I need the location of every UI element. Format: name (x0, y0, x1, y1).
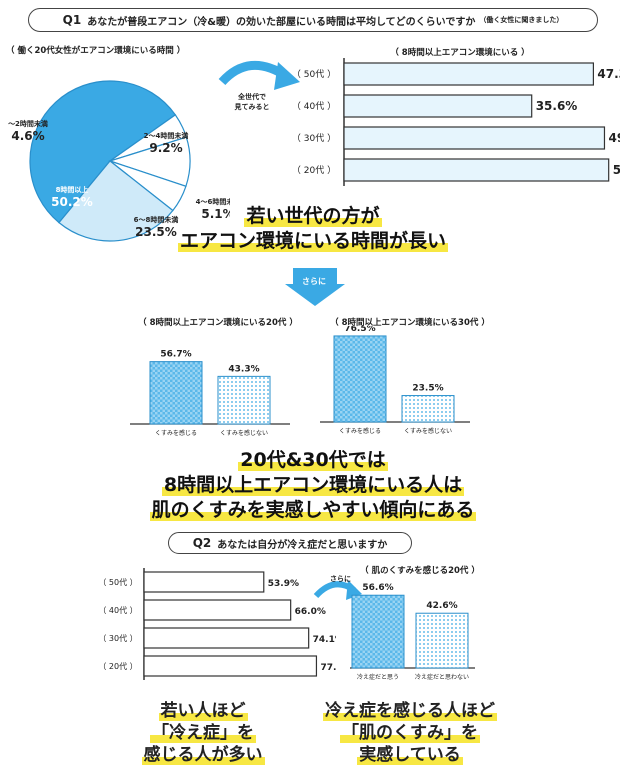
down-arrow-icon (285, 268, 345, 306)
headline-2-line-3: 肌のくすみを実感しやすい傾向にある (149, 499, 477, 521)
curved-arrow-icon (218, 60, 300, 90)
headline-3-right-line-3: 実感している (357, 745, 463, 765)
arrow-caption-line-2: 見てみると (234, 103, 270, 111)
pie-slice-0 (29, 80, 177, 224)
value-label: 76.5% (344, 326, 375, 334)
sub-title-20s: （ 8時間以上エアコン環境にいる20代 ） (138, 318, 298, 328)
category-label: 冷え症だと思わない (415, 673, 469, 681)
q2-number: Q2 (192, 536, 212, 550)
headline-1: 若い世代の方が エアコン環境にいる時間が長い (0, 204, 626, 254)
headline-1-line-2: エアコン環境にいる時間が長い (177, 230, 448, 252)
bar (415, 612, 469, 669)
value-label: 47.3% (597, 67, 620, 81)
headline-3-right-line-1: 冷え症を感じる人ほど (323, 701, 497, 721)
bar (343, 94, 533, 118)
category-label: （ 50代 ） (292, 69, 336, 80)
value-label: 42.6% (426, 601, 457, 611)
q2-question-text: あなたは自分が冷え症だと思いますか (217, 539, 388, 551)
category-label: （ 30代 ） (98, 633, 137, 643)
bar (343, 62, 594, 86)
sarani-label-2: さらに (330, 575, 351, 583)
q2-question-pill: Q2 あなたは自分が冷え症だと思いますか (168, 532, 412, 554)
headline-3-left: 若い人ほど 「冷え症」を 感じる人が多い (118, 700, 288, 766)
bar-chart-30s: 76.5% くすみを感じる 23.5% くすみを感じない (320, 326, 470, 435)
value-label: 56.6% (362, 583, 393, 593)
pie-value-2: 5.1% (201, 207, 230, 221)
category-label: くすみを感じない (404, 427, 452, 435)
value-label: 77.6% (320, 663, 336, 673)
arrow-caption: 全世代で 見てみると (222, 92, 282, 112)
bar (143, 599, 292, 621)
value-label: 66.0% (295, 607, 326, 617)
category-label: （ 40代 ） (292, 101, 336, 112)
headline-3-left-line-3: 感じる人が多い (141, 745, 265, 765)
pie-label-1: 6～8時間未満 (134, 215, 179, 224)
pie-label-2: 4～6時間未満 (196, 197, 230, 206)
category-label: （ 20代 ） (292, 165, 336, 176)
pie-title: （ 働く20代女性がエアコン環境にいる時間 ） (6, 46, 186, 56)
headline-1-line-1: 若い世代の方が (244, 205, 382, 227)
pie-value-0: 50.2% (51, 195, 93, 209)
category-label: くすみを感じない (220, 429, 268, 437)
category-label: （ 40代 ） (98, 605, 137, 615)
value-label: 43.3% (228, 364, 259, 374)
pie-value-1: 23.5% (135, 225, 177, 239)
category-label: くすみを感じる (155, 429, 197, 437)
bar (401, 395, 455, 423)
value-label: 23.5% (412, 384, 443, 394)
q1-number: Q1 (62, 13, 82, 27)
value-label: 49.4% (608, 131, 620, 145)
headline-2: 20代&30代では 8時間以上エアコン環境にいる人は 肌のくすみを実感しやすい傾… (0, 448, 626, 523)
category-label: （ 50代 ） (98, 577, 137, 587)
headline-2-line-1: 20代&30代では (238, 449, 388, 471)
category-label: くすみを感じる (339, 427, 381, 435)
bar (149, 361, 203, 425)
q2-sub-title: （ 肌のくすみを感じる20代 ） (360, 566, 480, 576)
pie-value-3: 9.2% (149, 141, 182, 155)
sub-title-30s: （ 8時間以上エアコン環境にいる30代 ） (330, 318, 490, 328)
headline-3-right: 冷え症を感じる人ほど 「肌のくすみ」を 実感している (310, 700, 510, 766)
pie-label-0: 8時間以上 (56, 185, 89, 194)
pie-slice-1 (58, 160, 174, 242)
value-label: 35.6% (536, 99, 578, 113)
category-label: （ 30代 ） (292, 133, 336, 144)
sarani-label-1: さらに (302, 277, 326, 286)
headline-3-left-line-1: 若い人ほど (158, 701, 248, 721)
q2-bar-chart: （ 50代 ） 53.9% （ 40代 ） 66.0% （ 30代 ） 74.1% （ 20… (98, 568, 336, 680)
value-label: 56.7% (160, 350, 191, 360)
headline-3-left-line-2: 「冷え症」を (150, 723, 256, 743)
pie-value-4: 4.6% (11, 129, 44, 143)
q1-question-text: あなたが普段エアコン（冷&暖）の効いた部屋にいる時間は平均してどのくらいですか (87, 16, 476, 28)
pie-label-3: 2～4時間未満 (144, 131, 189, 140)
bar-chart-q2-dullness: 56.6% 冷え症だと思う 42.6% 冷え症だと思わない (350, 583, 475, 681)
q1-bar-title: （ 8時間以上エアコン環境にいる ） (390, 48, 530, 58)
bar (333, 335, 387, 423)
category-label: 冷え症だと思う (357, 673, 399, 681)
bar-chart-20s: 56.7% くすみを感じる 43.3% くすみを感じない (130, 350, 290, 437)
headline-2-line-2: 8時間以上エアコン環境にいる人は (161, 474, 465, 496)
value-label: 74.1% (313, 635, 336, 645)
bar (343, 126, 606, 150)
category-label: （ 20代 ） (98, 661, 137, 671)
pie-label-4: ～2時間未満 (8, 119, 48, 128)
q1-question-note: （働く女性に聞きました） (479, 16, 564, 24)
bar (217, 375, 271, 425)
value-label: 50.2% (613, 163, 620, 177)
arrow-caption-line-1: 全世代で (238, 93, 266, 101)
bar (143, 571, 265, 593)
bar (351, 594, 405, 669)
headline-3-right-line-2: 「肌のくすみ」を (340, 723, 480, 743)
value-label: 53.9% (268, 579, 299, 589)
q1-question-pill: Q1 あなたが普段エアコン（冷&暖）の効いた部屋にいる時間は平均してどのくらいで… (28, 8, 598, 32)
bar (343, 158, 610, 182)
bar (143, 627, 310, 649)
q1-bar-chart: （ 50代 ） 47.3% （ 40代 ） 35.6% （ 30代 ） 49.4% （ 20… (292, 58, 620, 186)
bar (143, 655, 318, 677)
